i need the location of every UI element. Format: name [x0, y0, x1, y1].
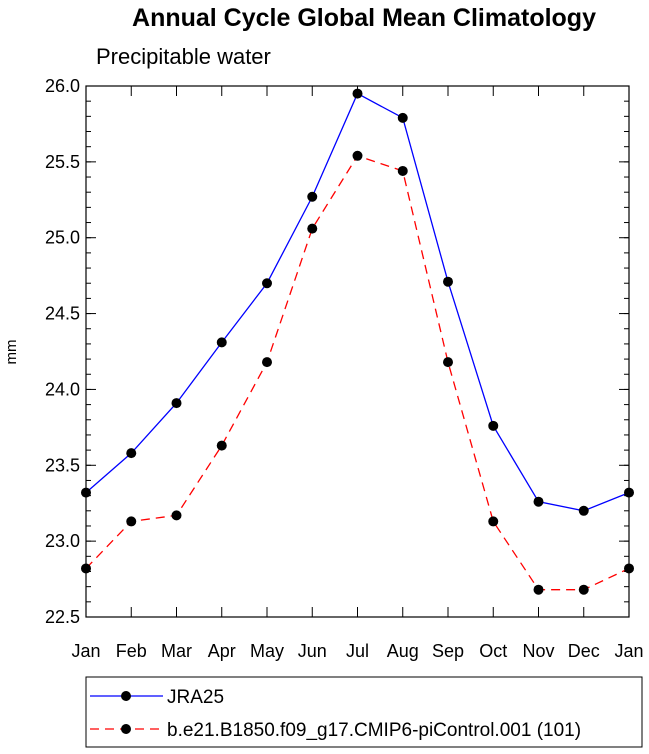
- y-axis-label: mm: [3, 340, 20, 365]
- data-point: [262, 357, 272, 368]
- x-tick-label: Aug: [387, 641, 419, 661]
- data-point: [578, 505, 589, 516]
- data-point: [624, 563, 634, 574]
- legend-marker: [121, 691, 131, 701]
- data-point: [352, 88, 363, 99]
- series-group: [81, 88, 634, 595]
- data-point: [578, 584, 589, 595]
- data-point: [533, 584, 544, 595]
- legend-label-1: JRA25: [167, 687, 224, 708]
- x-tick-label: Jan: [614, 641, 643, 661]
- data-point: [126, 516, 137, 527]
- chart-title: Annual Cycle Global Mean Climatology: [132, 4, 596, 32]
- y-tick-label: 22.5: [45, 607, 80, 627]
- legend-marker: [121, 724, 131, 734]
- x-tick-label: Jan: [71, 641, 100, 661]
- data-point: [352, 150, 363, 161]
- x-tick-label: Apr: [208, 641, 236, 661]
- x-tick-label: Oct: [479, 641, 507, 661]
- legend: JRA25 b.e21.B1850.f09_g17.CMIP6-piControl…: [90, 687, 581, 741]
- data-point: [488, 420, 499, 431]
- plot-frame: [85, 85, 630, 618]
- x-tick-label: Mar: [161, 641, 192, 661]
- data-point: [81, 563, 91, 574]
- data-point: [307, 223, 318, 234]
- data-point: [216, 337, 227, 348]
- x-tick-label: May: [250, 641, 284, 661]
- y-tick-label: 24.5: [45, 304, 80, 324]
- axis-ticks: [85, 85, 630, 618]
- axis-tick-labels: 22.5 23.0 23.5 24.0 24.5 25.0 25.5 26.0 Jan Feb Ma…: [45, 76, 644, 661]
- legend-box: [85, 676, 643, 748]
- legend-label-2: b.e21.B1850.f09_g17.CMIP6-piControl.001 …: [167, 720, 581, 741]
- data-point: [488, 516, 499, 527]
- data-point: [216, 440, 227, 451]
- x-tick-label: Nov: [522, 641, 554, 661]
- data-point: [443, 357, 453, 368]
- data-point: [262, 278, 272, 289]
- x-tick-label: Sep: [432, 641, 464, 661]
- y-tick-label: 26.0: [45, 76, 80, 96]
- data-point: [397, 112, 408, 123]
- data-point: [171, 398, 182, 409]
- chart-subtitle: Precipitable water: [96, 44, 271, 69]
- data-point: [307, 191, 318, 202]
- data-point: [171, 510, 182, 521]
- y-tick-label: 25.5: [45, 152, 80, 172]
- y-tick-label: 25.0: [45, 228, 80, 248]
- data-point: [624, 487, 634, 498]
- series-line-2: [85, 155, 630, 591]
- x-tick-label: Jun: [298, 641, 327, 661]
- data-point: [126, 448, 137, 459]
- x-tick-label: Dec: [568, 641, 600, 661]
- data-point: [397, 165, 408, 176]
- y-tick-label: 23.0: [45, 531, 80, 551]
- data-point: [443, 276, 453, 287]
- data-point: [81, 487, 91, 498]
- x-tick-label: Feb: [116, 641, 147, 661]
- y-tick-label: 24.0: [45, 379, 80, 399]
- data-point: [533, 496, 544, 507]
- y-tick-label: 23.5: [45, 455, 80, 475]
- x-tick-label: Jul: [346, 641, 369, 661]
